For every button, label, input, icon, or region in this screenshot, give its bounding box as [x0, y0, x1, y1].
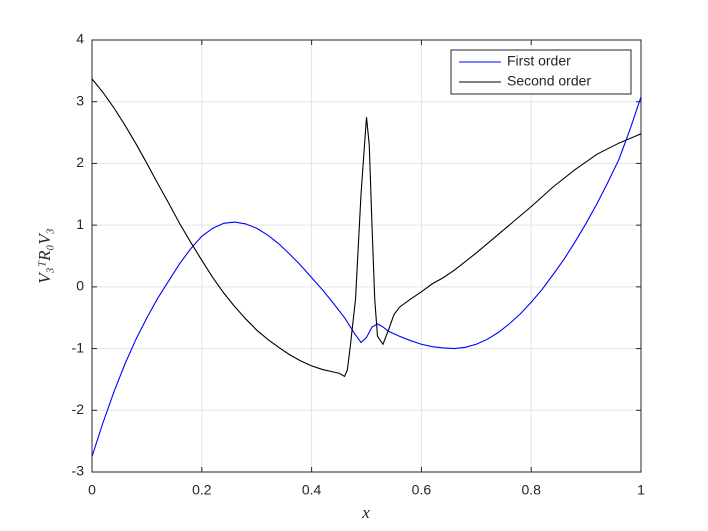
line — [91, 78, 642, 378]
y-tick-label: 0 — [76, 278, 84, 294]
y-tick-label: -2 — [72, 401, 85, 417]
y-axis-label: V₃ᵀR₀V₃ — [35, 228, 54, 284]
x-tick-label: 0.2 — [192, 482, 212, 498]
x-tick-label: 0.4 — [302, 482, 322, 498]
line — [91, 96, 642, 457]
legend-label: Second order — [507, 73, 591, 89]
y-tick-label: 2 — [76, 154, 84, 170]
y-tick-label: 3 — [76, 92, 84, 108]
y-tick-label: 1 — [76, 216, 84, 232]
legend-label: First order — [507, 53, 571, 69]
x-tick-label: 1 — [637, 482, 645, 498]
y-tick-label: -1 — [72, 339, 85, 355]
x-tick-label: 0.8 — [521, 482, 541, 498]
axes-box — [91, 39, 642, 473]
x-tick-label: 0.6 — [412, 482, 432, 498]
legend-box — [450, 49, 632, 95]
y-tick-label: 4 — [76, 31, 84, 47]
x-axis-label: x — [361, 503, 370, 522]
x-tick-label: 0 — [88, 482, 96, 498]
y-tick-label: -3 — [72, 463, 85, 479]
